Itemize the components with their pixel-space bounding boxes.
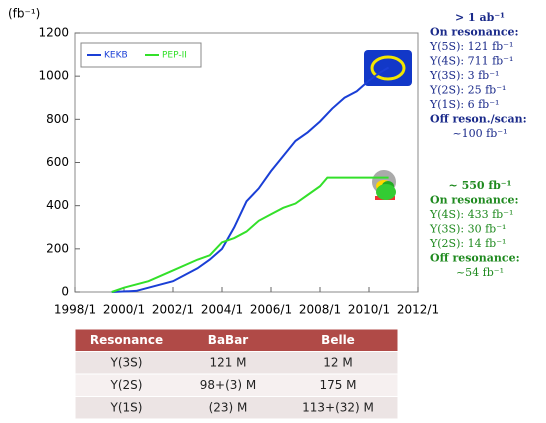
table-cell: 113+(32) M	[302, 400, 374, 414]
x-tick-label: 2000/1	[103, 303, 145, 317]
x-tick-label: 2006/1	[250, 303, 292, 317]
x-tick-label: 2004/1	[201, 303, 243, 317]
table-header-cell: BaBar	[208, 333, 248, 347]
annotation-line: Off reson./scan:	[430, 113, 527, 126]
annotation-line: Υ(4S): 433 fb⁻¹	[429, 208, 513, 221]
table-cell: (23) M	[209, 400, 248, 414]
x-tick-label: 2010/1	[348, 303, 390, 317]
series-line	[111, 176, 389, 293]
annotation-line: Υ(2S): 14 fb⁻¹	[429, 237, 506, 250]
annotation-line: Υ(5S): 121 fb⁻¹	[429, 40, 513, 53]
table-cell: 98+(3) M	[200, 378, 257, 392]
annotation-line: Υ(3S): 30 fb⁻¹	[429, 223, 506, 236]
annotation-title: ~ 550 fb⁻¹	[449, 179, 512, 192]
annotation-line: Υ(2S): 25 fb⁻¹	[429, 84, 506, 97]
table-cell: Υ(2S)	[110, 378, 143, 392]
table-cell: 121 M	[209, 355, 246, 369]
series-line	[111, 66, 390, 293]
annotation-line: Υ(1S): 6 fb⁻¹	[429, 98, 499, 111]
annotation-line: On resonance:	[430, 26, 519, 39]
legend-label: KEKB	[104, 51, 128, 61]
y-tick-label: 0	[61, 285, 69, 299]
table-cell: 175 M	[319, 378, 356, 392]
legend-label: PEP-II	[162, 51, 187, 61]
x-tick-label: 2008/1	[299, 303, 341, 317]
y-tick-label: 1000	[38, 69, 69, 83]
y-tick-label: 400	[46, 198, 69, 212]
x-tick-label: 2012/1	[397, 303, 439, 317]
x-tick-label: 1998/1	[54, 303, 96, 317]
table-cell: 12 M	[323, 355, 352, 369]
annotation-line: ~54 fb⁻¹	[456, 266, 504, 279]
y-tick-label: 1200	[38, 26, 69, 40]
annotation-line: ~100 fb⁻¹	[452, 127, 507, 140]
annotation-line: On resonance:	[430, 194, 519, 207]
x-tick-label: 2002/1	[152, 303, 194, 317]
table-header-cell: Resonance	[90, 333, 163, 347]
annotation-line: Υ(4S): 711 fb⁻¹	[429, 55, 513, 68]
y-tick-label: 800	[46, 112, 69, 126]
y-axis-label: (fb⁻¹)	[8, 7, 40, 21]
y-tick-label: 600	[46, 155, 69, 169]
annotation-line: Υ(3S): 3 fb⁻¹	[429, 69, 499, 82]
table-cell: Υ(3S)	[110, 355, 143, 369]
annotation-line: Off resonance:	[430, 252, 520, 265]
table-header-cell: Belle	[321, 333, 355, 347]
babar-logo	[372, 170, 396, 200]
table-row	[74, 396, 399, 420]
annotation-title: > 1 ab⁻¹	[455, 11, 505, 24]
y-tick-label: 200	[46, 241, 69, 255]
table-cell: Υ(1S)	[110, 400, 143, 414]
